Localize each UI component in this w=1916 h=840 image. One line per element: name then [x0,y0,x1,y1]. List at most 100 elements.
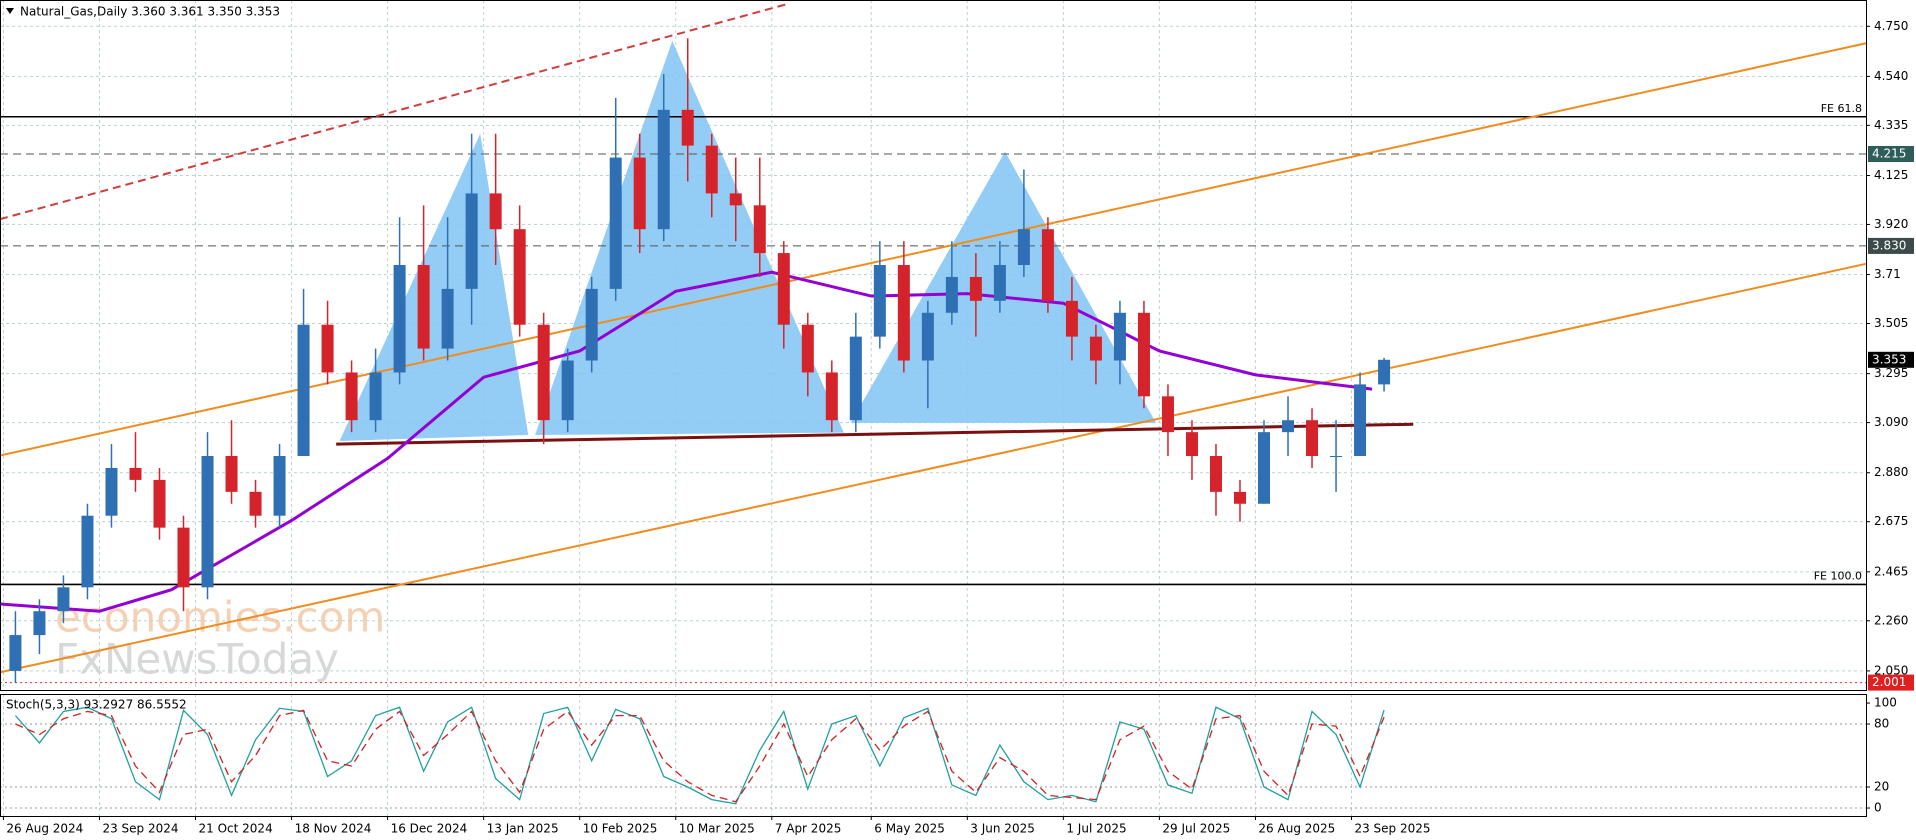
price-tag-box [1868,145,1914,162]
y-tick-label: 4.335 [1874,118,1908,132]
candle-body [177,527,190,588]
stoch-tick-label: 80 [1874,717,1889,731]
candle-body [201,456,214,588]
candle-body [585,288,598,361]
y-tick-label: 2.260 [1874,613,1908,627]
candle-body [777,253,790,325]
candle-body [1041,229,1054,301]
stoch-line [15,709,1385,803]
y-tick-label: 3.295 [1874,366,1908,380]
candle-body [945,276,958,313]
candle-body [153,479,166,528]
trendline [0,3,786,221]
trendline [0,42,1867,457]
candle-body [297,324,310,457]
x-tick-label: 6 May 2025 [874,822,945,836]
candle-body [1330,456,1343,458]
candle-body [825,372,838,421]
level-label: FE 61.8 [1821,102,1862,115]
candle-body [489,193,502,230]
candle-body [1209,456,1222,492]
x-tick-label: 16 Dec 2024 [391,822,468,836]
y-tick-label: 2.465 [1874,564,1908,578]
candle-body [273,456,286,516]
x-tick-label: 10 Mar 2025 [679,822,755,836]
price-tag: 3.830 [1872,238,1906,252]
x-tick-label: 26 Aug 2025 [1258,822,1335,836]
y-tick-label: 2.050 [1874,663,1908,677]
candle-body [513,229,526,325]
x-tick-label: 23 Sep 2024 [102,822,178,836]
candle-body [1185,432,1198,457]
candle-body [369,372,382,421]
x-tick-label: 18 Nov 2024 [295,822,372,836]
x-tick-label: 3 Jun 2025 [970,822,1035,836]
y-tick-label: 4.540 [1874,69,1908,83]
pattern-triangle [535,40,844,436]
candle-body [969,276,982,301]
candle-body [393,265,406,373]
stoch-line [14,706,1385,805]
x-tick-label: 1 Jul 2025 [1066,822,1126,836]
price-tag: 4.215 [1872,146,1906,160]
x-tick-label: 26 Aug 2024 [6,822,83,836]
candle-body [1065,300,1078,337]
candle-body [681,109,694,146]
stoch-title: Stoch(5,3,3) 93.2927 86.5552 [6,698,187,712]
x-tick-label: 13 Jan 2025 [487,822,559,836]
x-tick-label: 29 Jul 2025 [1162,822,1230,836]
candle-body [1378,359,1391,385]
candle-body [801,324,814,373]
candle-body [129,467,142,480]
x-tick-label: 7 Apr 2025 [775,822,842,836]
y-tick-label: 3.71 [1874,267,1901,281]
candle-body [1282,420,1295,433]
y-tick-label: 3.920 [1874,217,1908,231]
chart-title: Natural_Gas,Daily 3.360 3.361 3.350 3.35… [20,5,280,19]
candle-body [9,635,22,671]
candle-body [921,312,934,361]
candle-body [561,360,574,421]
y-tick-label: 4.750 [1874,19,1908,33]
y-tick-label: 3.090 [1874,415,1908,429]
candle-body [1354,384,1367,457]
stoch-tick-label: 0 [1874,801,1882,815]
stoch-tick-label: 20 [1874,780,1889,794]
level-label: FE 100.0 [1814,569,1862,582]
candle-body [657,109,670,230]
trendline [0,262,1867,674]
candle-body [993,265,1006,301]
candle-body [321,324,334,373]
pattern-triangle [339,133,529,441]
candle-body [81,515,94,588]
price-tag: 2.001 [1872,675,1906,689]
candle-body [1089,336,1102,361]
candle-body [729,193,742,206]
y-tick-label: 4.125 [1874,168,1908,182]
stoch-frame [0,694,1867,817]
candle-body [705,145,718,194]
candle-body [753,205,766,254]
candle-body [57,587,70,612]
price-tag-box [1868,237,1914,254]
candle-body [1306,420,1319,457]
candle-body [441,288,454,349]
candle-body [225,456,238,492]
candle-body [249,491,262,516]
menu-icon [6,8,14,14]
last-price-tag: 3.353 [1872,352,1906,366]
candle-body [1137,312,1150,397]
candle-body [33,611,46,636]
stoch-tick-label: 100 [1874,696,1897,710]
candle-body [105,467,118,516]
candle-body [537,324,550,421]
x-tick-label: 21 Oct 2024 [199,822,273,836]
main-frame [0,0,1867,691]
watermark: FxNewsToday [55,635,339,684]
candle-body [1113,312,1126,361]
y-tick-label: 3.505 [1874,316,1908,330]
last-price-box [1868,351,1914,368]
y-tick-label: 2.880 [1874,465,1908,479]
